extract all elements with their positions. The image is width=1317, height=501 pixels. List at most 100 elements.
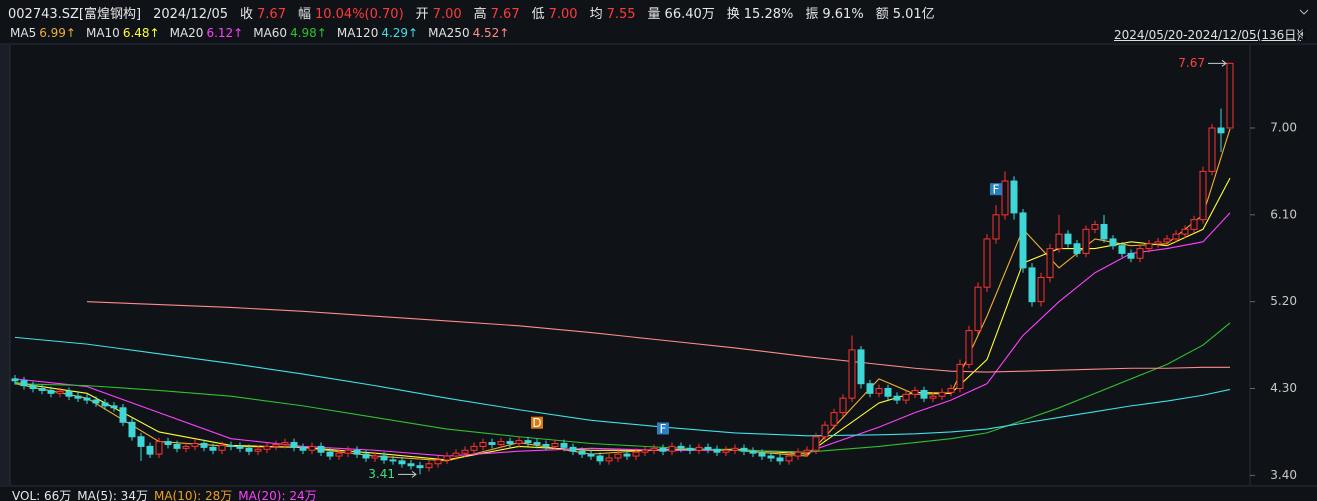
candle-body xyxy=(776,457,784,462)
candle-body xyxy=(1082,228,1090,254)
candle-body xyxy=(803,449,811,453)
y-tick-label: 5.20 xyxy=(1270,294,1297,308)
ma-line xyxy=(14,322,1231,453)
legend-value: 4.52↑ xyxy=(472,26,510,40)
candle-body xyxy=(164,441,172,445)
field-label: 换 xyxy=(726,7,740,22)
candle-body xyxy=(749,450,757,454)
field-value: 9.61% xyxy=(822,7,864,22)
candle-body xyxy=(1019,212,1027,269)
candle-body xyxy=(947,388,955,393)
candle-body xyxy=(182,445,190,449)
candle-body xyxy=(434,459,442,465)
candle-body xyxy=(38,388,46,391)
candle-body xyxy=(641,449,649,453)
candle-body xyxy=(254,448,262,452)
prev-icon[interactable] xyxy=(1297,29,1303,39)
volume-item: VOL: 66万 xyxy=(12,489,72,501)
candle-body xyxy=(92,399,100,404)
y-tick-label: 4.30 xyxy=(1270,381,1297,395)
icon-detail xyxy=(1298,28,1306,40)
candle-body xyxy=(146,445,154,455)
candle-body xyxy=(470,445,478,451)
candle-body xyxy=(1037,277,1045,303)
candle-body xyxy=(488,442,496,445)
candle-body xyxy=(83,397,91,401)
candle-body xyxy=(1073,243,1081,254)
candle-body xyxy=(1226,62,1234,129)
candle-body xyxy=(290,442,298,448)
candle-body xyxy=(983,238,991,288)
candle-body xyxy=(767,455,775,459)
legend-name: MA120 xyxy=(336,26,379,40)
candle-body xyxy=(1208,127,1216,172)
field-value: 5.01亿 xyxy=(892,7,935,22)
candle-body xyxy=(677,445,685,449)
candle-body xyxy=(371,455,379,459)
candle-body xyxy=(461,449,469,454)
menu-icon[interactable] xyxy=(1299,9,1309,15)
field-value: 7.55 xyxy=(606,7,636,22)
field-label: 收 xyxy=(240,7,254,22)
candle-body xyxy=(668,445,676,452)
candle-body xyxy=(695,446,703,451)
candle-body xyxy=(326,451,334,457)
candle-body xyxy=(218,444,226,451)
volume-item: MA(5): 34万 xyxy=(77,489,148,501)
candle-body xyxy=(866,383,874,394)
field-value: 7.67 xyxy=(257,7,286,22)
candle-body xyxy=(713,448,721,453)
candle-body xyxy=(497,441,505,445)
date-range[interactable]: 2024/05/20-2024/12/05(136日) xyxy=(1114,28,1301,42)
candle-body xyxy=(1118,245,1126,254)
field-label: 振 xyxy=(805,7,819,22)
candle-body xyxy=(992,214,1000,240)
candle-body xyxy=(416,465,424,469)
legend-value: 6.48↑ xyxy=(122,26,160,40)
side-strip xyxy=(0,45,10,485)
candle-body xyxy=(1181,228,1189,235)
candle-body xyxy=(209,446,217,451)
candle-body xyxy=(605,457,613,462)
marker-label: D xyxy=(532,416,541,430)
candle-body xyxy=(173,443,181,449)
y-tick-label: 7.00 xyxy=(1270,120,1297,134)
candle-body xyxy=(317,445,325,453)
candle-body xyxy=(524,440,532,444)
candle-body xyxy=(263,445,271,450)
field-value: 15.28% xyxy=(743,7,794,22)
candle-body xyxy=(308,445,316,451)
candle-body xyxy=(830,412,838,426)
candle-body xyxy=(1046,248,1054,279)
candle-body xyxy=(848,349,856,399)
legend-name: MA20 xyxy=(169,26,204,40)
candle-body xyxy=(74,395,82,399)
candle-body xyxy=(245,447,253,452)
marker-box xyxy=(990,183,1002,196)
candle-body xyxy=(686,447,694,451)
max-label: 7.67 xyxy=(1178,56,1205,70)
field-label: 开 xyxy=(415,7,429,22)
candle-body xyxy=(542,443,550,447)
candle-body xyxy=(137,436,145,447)
candle-body xyxy=(875,388,883,394)
candle-body xyxy=(65,390,73,397)
candle-body xyxy=(902,393,910,401)
legend-value: 4.29↑ xyxy=(381,26,419,40)
candle-body xyxy=(1136,248,1144,259)
candle-body xyxy=(1217,127,1225,134)
candle-body xyxy=(407,463,415,467)
candle-body xyxy=(1091,223,1099,230)
field-label: 额 xyxy=(875,7,889,22)
candle-body xyxy=(1055,233,1063,250)
candle-body xyxy=(965,330,973,365)
candle-body xyxy=(884,388,892,397)
candle-body xyxy=(110,405,118,409)
max-arrow-head xyxy=(1221,59,1227,67)
candle-body xyxy=(515,440,523,445)
field-label: 低 xyxy=(531,7,545,22)
candle-body xyxy=(443,455,451,461)
y-tick-label: 3.40 xyxy=(1270,468,1297,482)
candle-body xyxy=(569,446,577,452)
